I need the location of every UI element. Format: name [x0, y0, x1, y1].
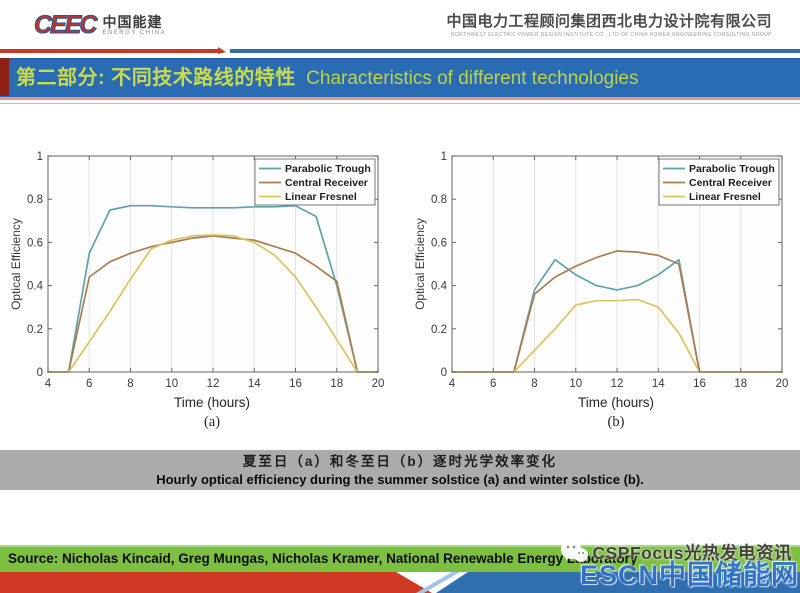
svg-text:18: 18 — [330, 378, 343, 390]
svg-text:0.6: 0.6 — [431, 237, 447, 249]
figure-caption-cn: 夏至日（a）和冬至日（b）逐时光学效率变化 — [242, 454, 558, 469]
svg-text:4: 4 — [45, 378, 52, 390]
header-divider — [0, 47, 800, 54]
svg-text:Optical Efficiency: Optical Efficiency — [414, 218, 427, 310]
source-text: Source: Nicholas Kincaid, Greg Mungas, N… — [8, 551, 638, 566]
svg-text:Linear Fresnel: Linear Fresnel — [285, 191, 357, 203]
bottom-stripes — [0, 572, 800, 593]
chart-a: 4 6 8 10 12 14 16 18 20 0 0.2 0.4 0.6 0.8 1 Optical Eff… — [10, 144, 386, 431]
ceec-logo: CEEC 中国能建 ENERGY CHINA — [33, 11, 167, 39]
source-bar: Source: Nicholas Kincaid, Greg Mungas, N… — [0, 545, 800, 572]
chart-b: 4 6 8 10 12 14 16 18 20 0 0.2 0.4 0.6 0.8 1 Optical Eff… — [414, 144, 790, 431]
optical-efficiency-chart-b: 4 6 8 10 12 14 16 18 20 0 0.2 0.4 0.6 0.8 1 Optical Eff… — [414, 151, 789, 390]
bottom-stripe-red — [0, 572, 432, 593]
svg-text:0.8: 0.8 — [431, 194, 447, 206]
title-left-accent — [0, 58, 9, 96]
svg-text:16: 16 — [693, 378, 706, 390]
svg-text:Optical Efficiency: Optical Efficiency — [10, 218, 23, 310]
svg-text:10: 10 — [165, 378, 178, 390]
svg-text:1: 1 — [441, 151, 447, 163]
chart-b-xlabel: Time (hours) — [577, 395, 654, 410]
svg-text:Parabolic Trough: Parabolic Trough — [285, 163, 371, 175]
svg-text:6: 6 — [86, 378, 92, 390]
watermark-escn: ESCN中国储能网 — [579, 560, 799, 590]
svg-text:16: 16 — [289, 378, 302, 390]
svg-text:18: 18 — [734, 378, 747, 390]
svg-text:Linear Fresnel: Linear Fresnel — [689, 191, 761, 203]
figure-caption: 夏至日（a）和冬至日（b）逐时光学效率变化 Hourly optical eff… — [0, 450, 800, 490]
svg-text:10: 10 — [569, 378, 582, 390]
svg-text:0.2: 0.2 — [27, 324, 43, 336]
svg-text:8: 8 — [531, 378, 537, 390]
chart-a-sublabel: (a) — [203, 414, 221, 430]
svg-text:0.8: 0.8 — [27, 194, 43, 206]
svg-text:6: 6 — [490, 378, 496, 390]
svg-text:Central Receiver: Central Receiver — [285, 177, 368, 189]
company-name-cn: 中国电力工程顾问集团西北电力设计院有限公司 — [446, 13, 772, 30]
svg-text:Central Receiver: Central Receiver — [689, 177, 772, 189]
svg-text:Parabolic Trough: Parabolic Trough — [689, 163, 775, 175]
section-title-bar: 第二部分: 不同技术路线的特性 Characteristics of diffe… — [0, 58, 800, 100]
svg-text:12: 12 — [611, 378, 624, 390]
wechat-icon — [561, 539, 589, 562]
company-name-en: NORTHWEST ELECTRIC POWER DESIGN INSTITUT… — [450, 31, 772, 38]
svg-text:0.4: 0.4 — [27, 281, 44, 293]
figure: 4 6 8 10 12 14 16 18 20 0 0.2 0.4 0.6 0.8 1 Optical Eff… — [0, 103, 800, 490]
watermark-cspfocus-text: CSPFocus光热发电资讯 — [592, 542, 792, 563]
divider-red-segment — [0, 48, 218, 53]
svg-text:8: 8 — [127, 378, 133, 390]
section-title-cn: 第二部分: 不同技术路线的特性 — [16, 67, 296, 89]
company-name: 中国电力工程顾问集团西北电力设计院有限公司 NORTHWEST ELECTRIC… — [446, 13, 772, 38]
svg-text:14: 14 — [652, 378, 665, 390]
svg-text:0.6: 0.6 — [27, 237, 43, 249]
section-title-en: Characteristics of different technologie… — [306, 68, 639, 89]
svg-text:0: 0 — [441, 367, 447, 379]
logo-cn-label: 中国能建 — [102, 13, 163, 30]
svg-text:0: 0 — [37, 367, 43, 379]
header: CEEC 中国能建 ENERGY CHINA 中国电力工程顾问集团西北电力设计院… — [0, 0, 800, 47]
optical-efficiency-chart-a: 4 6 8 10 12 14 16 18 20 0 0.2 0.4 0.6 0.8 1 Optical Eff… — [10, 151, 385, 390]
chart-a-xlabel: Time (hours) — [173, 395, 250, 410]
svg-text:20: 20 — [776, 378, 789, 390]
ceec-logo-mark: CEEC — [33, 11, 97, 39]
divider-arrow — [218, 47, 226, 54]
chart-b-sublabel: (b) — [607, 414, 625, 430]
title-underline — [0, 97, 800, 100]
svg-text:0.4: 0.4 — [431, 281, 448, 293]
svg-text:1: 1 — [37, 151, 43, 163]
svg-text:14: 14 — [248, 378, 261, 390]
svg-text:12: 12 — [207, 378, 220, 390]
charts-row: 4 6 8 10 12 14 16 18 20 0 0.2 0.4 0.6 0.8 1 Optical Eff… — [0, 104, 800, 431]
figure-caption-en: Hourly optical efficiency during the sum… — [156, 472, 644, 487]
svg-text:0.2: 0.2 — [431, 324, 447, 336]
svg-text:4: 4 — [449, 378, 456, 390]
svg-text:20: 20 — [372, 378, 385, 390]
divider-blue-segment — [230, 48, 800, 53]
bottom-stripe-blue — [436, 572, 800, 593]
logo-en-label: ENERGY CHINA — [102, 29, 167, 36]
watermark-cspfocus: CSPFocus光热发电资讯 — [559, 537, 792, 567]
